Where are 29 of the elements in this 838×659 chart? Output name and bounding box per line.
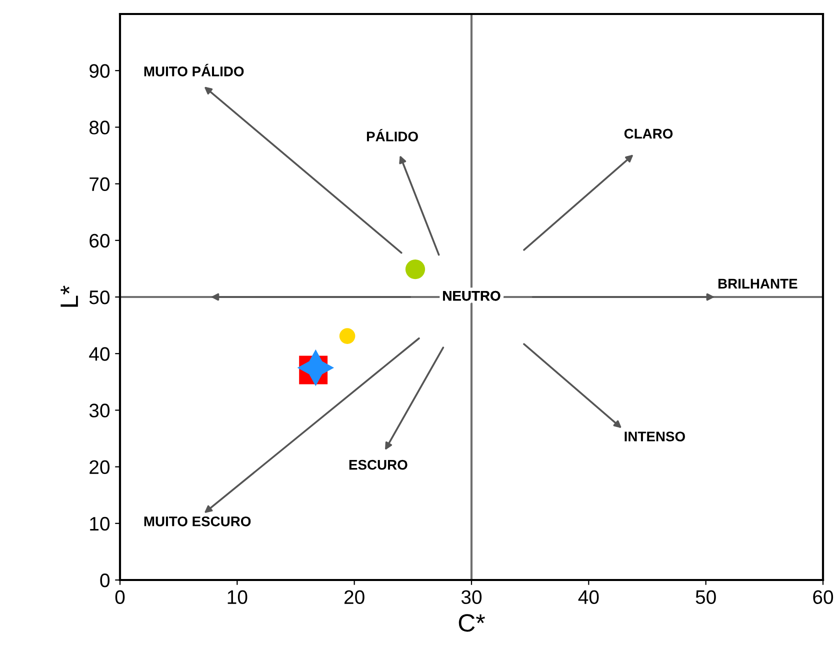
annotation: INTENSO: [624, 432, 685, 442]
x-tick-label: 50: [696, 590, 716, 604]
y-tick-label: 90: [90, 64, 110, 78]
x-tick-label: 30: [461, 590, 482, 604]
point: [405, 259, 426, 280]
y-tick-label: 60: [90, 234, 110, 248]
x-axis-title: C*: [458, 614, 485, 632]
point: [297, 349, 334, 386]
annotation: MUITO ESCURO: [144, 516, 251, 526]
y-tick-label: 10: [90, 516, 110, 531]
x-tick-label: 60: [813, 590, 834, 604]
y-tick-label: 0: [100, 573, 110, 588]
annotation: ESCURO: [349, 460, 408, 470]
y-tick-label: 80: [89, 120, 110, 134]
y-tick-label: 50: [89, 290, 110, 304]
y-axis-title: L*: [60, 286, 78, 307]
y-tick-label: 30: [89, 404, 110, 418]
y-tick-label: 70: [90, 177, 110, 192]
y-tick-label: 40: [89, 347, 110, 361]
x-tick-label: 20: [344, 590, 364, 604]
y-tick-label: 20: [90, 460, 110, 474]
annotation: CLARO: [624, 128, 673, 139]
annotation: BRILHANTE: [718, 278, 798, 288]
x-tick-label: 0: [115, 590, 125, 604]
annotation: MUITO PÁLIDO: [144, 64, 244, 76]
x-tick-label: 40: [578, 590, 599, 604]
annotation: PÁLIDO: [366, 128, 418, 142]
point: [339, 328, 356, 344]
x-tick-label: 10: [228, 590, 248, 604]
